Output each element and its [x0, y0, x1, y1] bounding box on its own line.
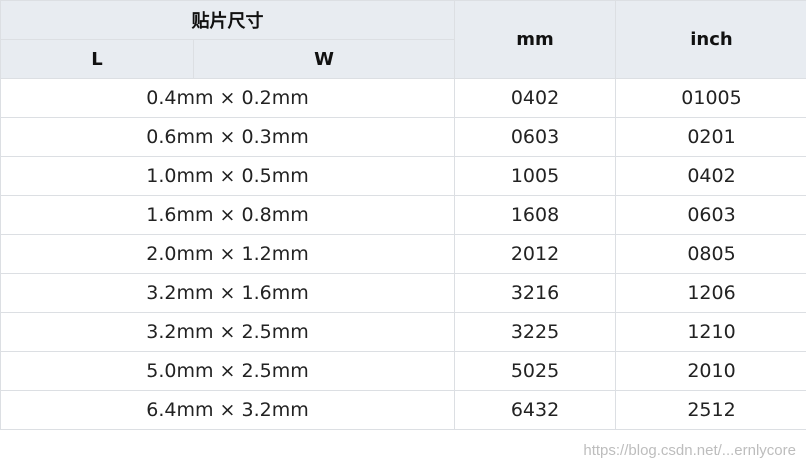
- inch-code-cell: 2010: [615, 351, 806, 391]
- mm-code-cell: 1608: [454, 195, 616, 235]
- mm-code-cell: 1005: [454, 156, 616, 196]
- watermark: https://blog.csdn.net/...ernlycore: [583, 442, 796, 459]
- size-cell: 0.4mm × 0.2mm: [0, 78, 455, 118]
- header-chip-size: 贴片尺寸: [0, 0, 455, 40]
- mm-code-cell: 0402: [454, 78, 616, 118]
- mm-code-cell: 2012: [454, 234, 616, 274]
- mm-code-cell: 5025: [454, 351, 616, 391]
- inch-code-cell: 1210: [615, 312, 806, 352]
- size-cell: 3.2mm × 1.6mm: [0, 273, 455, 313]
- header-w: W: [193, 39, 455, 79]
- mm-code-cell: 3216: [454, 273, 616, 313]
- inch-code-cell: 01005: [615, 78, 806, 118]
- table-row: 2.0mm × 1.2mm 2012 0805: [0, 234, 806, 274]
- size-cell: 0.6mm × 0.3mm: [0, 117, 455, 157]
- inch-code-cell: 0201: [615, 117, 806, 157]
- table-row: 0.4mm × 0.2mm 0402 01005: [0, 78, 806, 118]
- table-row: 3.2mm × 2.5mm 3225 1210: [0, 312, 806, 352]
- table-row: 0.6mm × 0.3mm 0603 0201: [0, 117, 806, 157]
- table-row: 3.2mm × 1.6mm 3216 1206: [0, 273, 806, 313]
- header-l: L: [0, 39, 194, 79]
- size-cell: 2.0mm × 1.2mm: [0, 234, 455, 274]
- inch-code-cell: 0805: [615, 234, 806, 274]
- chip-size-table: 贴片尺寸 mm inch L W 0.4mm × 0.2mm 0402 01005 0…: [0, 0, 806, 430]
- inch-code-cell: 2512: [615, 390, 806, 430]
- size-cell: 5.0mm × 2.5mm: [0, 351, 455, 391]
- inch-code-cell: 0603: [615, 195, 806, 235]
- size-cell: 3.2mm × 2.5mm: [0, 312, 455, 352]
- inch-code-cell: 0402: [615, 156, 806, 196]
- mm-code-cell: 6432: [454, 390, 616, 430]
- size-cell: 1.6mm × 0.8mm: [0, 195, 455, 235]
- table-row: 5.0mm × 2.5mm 5025 2010: [0, 351, 806, 391]
- table-row: 6.4mm × 3.2mm 6432 2512: [0, 390, 806, 430]
- mm-code-cell: 0603: [454, 117, 616, 157]
- size-cell: 6.4mm × 3.2mm: [0, 390, 455, 430]
- size-cell: 1.0mm × 0.5mm: [0, 156, 455, 196]
- mm-code-cell: 3225: [454, 312, 616, 352]
- inch-code-cell: 1206: [615, 273, 806, 313]
- header-inch: inch: [615, 0, 806, 79]
- table-row: 1.6mm × 0.8mm 1608 0603: [0, 195, 806, 235]
- header-mm: mm: [454, 0, 616, 79]
- table-row: 1.0mm × 0.5mm 1005 0402: [0, 156, 806, 196]
